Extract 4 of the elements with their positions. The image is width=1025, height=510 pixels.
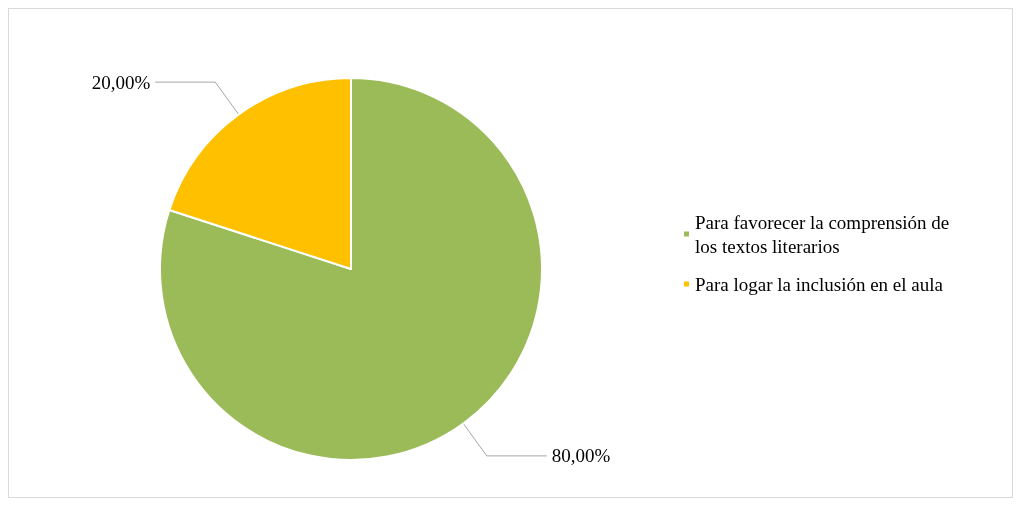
data-label: 20,00% (91, 71, 151, 93)
data-label: 80,00% (551, 445, 611, 467)
legend-label: Para favorecer la comprensión de los textos literarios (695, 211, 955, 257)
legend-label: Para logar la inclusión en el aula (695, 273, 944, 295)
